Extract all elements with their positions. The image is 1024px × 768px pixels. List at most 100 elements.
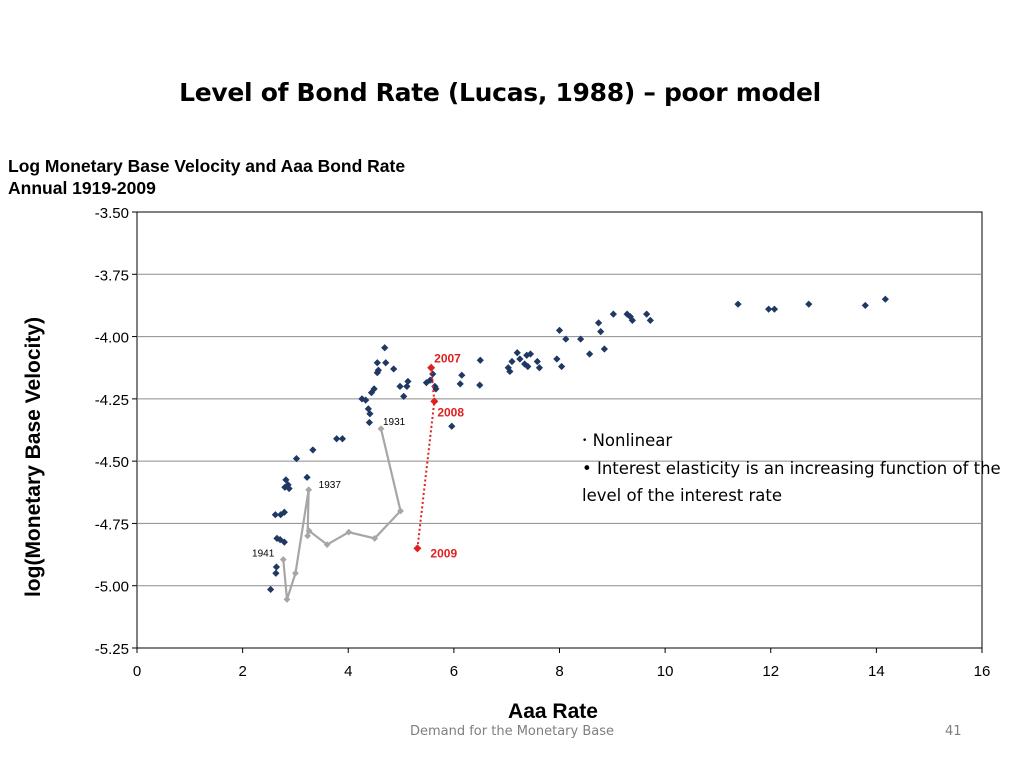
data-point: [390, 365, 398, 373]
chart-title-line-2: Annual 1919-2009: [8, 178, 156, 198]
data-point: [628, 316, 636, 324]
x-tick-label: 14: [868, 663, 885, 680]
data-point: [521, 360, 529, 368]
data-point: [476, 381, 484, 389]
data-point: [366, 410, 374, 418]
x-tick-label: 6: [450, 663, 458, 680]
data-point: [526, 350, 535, 358]
x-tick-label: 4: [344, 663, 352, 680]
data-point: [533, 357, 541, 366]
data-point: [555, 326, 564, 334]
series-line-2007-2009: [416, 367, 436, 549]
data-point: [626, 313, 634, 321]
data-point-1930s: [371, 534, 379, 542]
y-axis-label: log(Monetary Base Velocity): [22, 316, 45, 598]
y-tick-label: -3.50: [95, 205, 129, 222]
data-point: [805, 300, 813, 308]
data-point: [524, 362, 532, 371]
data-point: [367, 389, 376, 397]
data-point: [362, 396, 370, 404]
data-point: [280, 538, 288, 546]
data-point: [404, 377, 412, 386]
data-point-1930s: [279, 556, 287, 563]
data-point: [396, 382, 404, 390]
data-point: [643, 310, 651, 318]
data-point: [309, 446, 317, 454]
annotation-1941: 1941: [252, 549, 275, 560]
data-point: [586, 350, 594, 358]
data-point-1930s: [292, 569, 299, 577]
data-point: [562, 335, 570, 343]
note-item: • Interest elasticity is an increasing f…: [582, 459, 1001, 505]
x-tick-label: 0: [133, 663, 141, 680]
data-point: [508, 357, 516, 366]
annotation-1937: 1937: [319, 480, 342, 491]
notes-box: • Nonlinear • Interest elasticity is an …: [582, 427, 1024, 509]
data-point: [267, 585, 275, 594]
chart-title: Log Monetary Base Velocity and Aaa Bond …: [8, 155, 405, 199]
data-point: [458, 371, 466, 379]
data-point: [333, 435, 341, 443]
y-tick-label: -3.75: [95, 267, 129, 284]
y-tick-label: -4.00: [95, 330, 129, 347]
x-tick-label: 16: [974, 663, 991, 680]
y-tick-label: -4.75: [95, 516, 129, 533]
data-point: [282, 476, 290, 484]
data-point: [609, 310, 617, 318]
data-point: [476, 356, 484, 364]
data-point: [400, 392, 408, 400]
x-tick-label: 2: [238, 663, 246, 680]
data-point-highlight: [427, 363, 436, 372]
data-point: [280, 508, 288, 516]
x-tick-label: 8: [555, 663, 563, 680]
data-point: [373, 369, 381, 377]
data-point: [553, 355, 561, 363]
data-point: [523, 351, 531, 359]
x-axis-label: Aaa Rate: [508, 700, 598, 723]
data-point: [516, 355, 524, 363]
data-point: [303, 473, 311, 481]
annotation-2008: 2008: [437, 405, 464, 419]
y-tick-label: -4.25: [95, 392, 129, 409]
data-point: [364, 405, 372, 413]
data-point: [646, 316, 654, 324]
data-point: [594, 319, 603, 327]
y-tick-label: -4.50: [95, 454, 129, 471]
data-point: [285, 484, 293, 493]
data-point: [597, 327, 605, 336]
x-tick-label: 10: [657, 663, 674, 680]
data-point: [577, 335, 585, 343]
y-tick-label: -5.00: [95, 579, 129, 596]
data-point: [381, 344, 389, 352]
plot-area: [136, 211, 983, 649]
data-point-1930s: [283, 596, 291, 603]
annotation-2009: 2009: [430, 546, 457, 560]
data-point: [506, 367, 514, 376]
data-point: [373, 359, 381, 367]
data-point-highlight: [430, 397, 439, 406]
data-point: [734, 300, 742, 308]
data-point: [448, 422, 456, 430]
data-point: [513, 349, 521, 357]
note-text: Nonlinear: [592, 431, 673, 450]
annotation-1931: 1931: [383, 417, 406, 428]
slide-footer: Demand for the Monetary Base: [409, 724, 615, 739]
note-item: • Nonlinear: [582, 431, 673, 450]
data-point: [535, 364, 544, 372]
data-point-1930s: [323, 541, 331, 549]
data-point: [861, 301, 869, 310]
data-point: [382, 359, 390, 367]
data-point: [770, 305, 779, 313]
data-point: [600, 345, 608, 353]
data-point-1930s: [377, 425, 385, 433]
data-point-1930s: [397, 507, 404, 515]
slide-title: Level of Bond Rate (Lucas, 1988) – poor …: [179, 78, 821, 107]
note-text: Interest elasticity is an increasing fun…: [582, 459, 1001, 505]
data-point: [272, 569, 280, 577]
data-point-1930s: [345, 528, 353, 536]
data-point: [558, 362, 566, 371]
data-point: [365, 418, 373, 427]
data-point-1930s: [304, 532, 311, 540]
data-point: [277, 511, 285, 519]
